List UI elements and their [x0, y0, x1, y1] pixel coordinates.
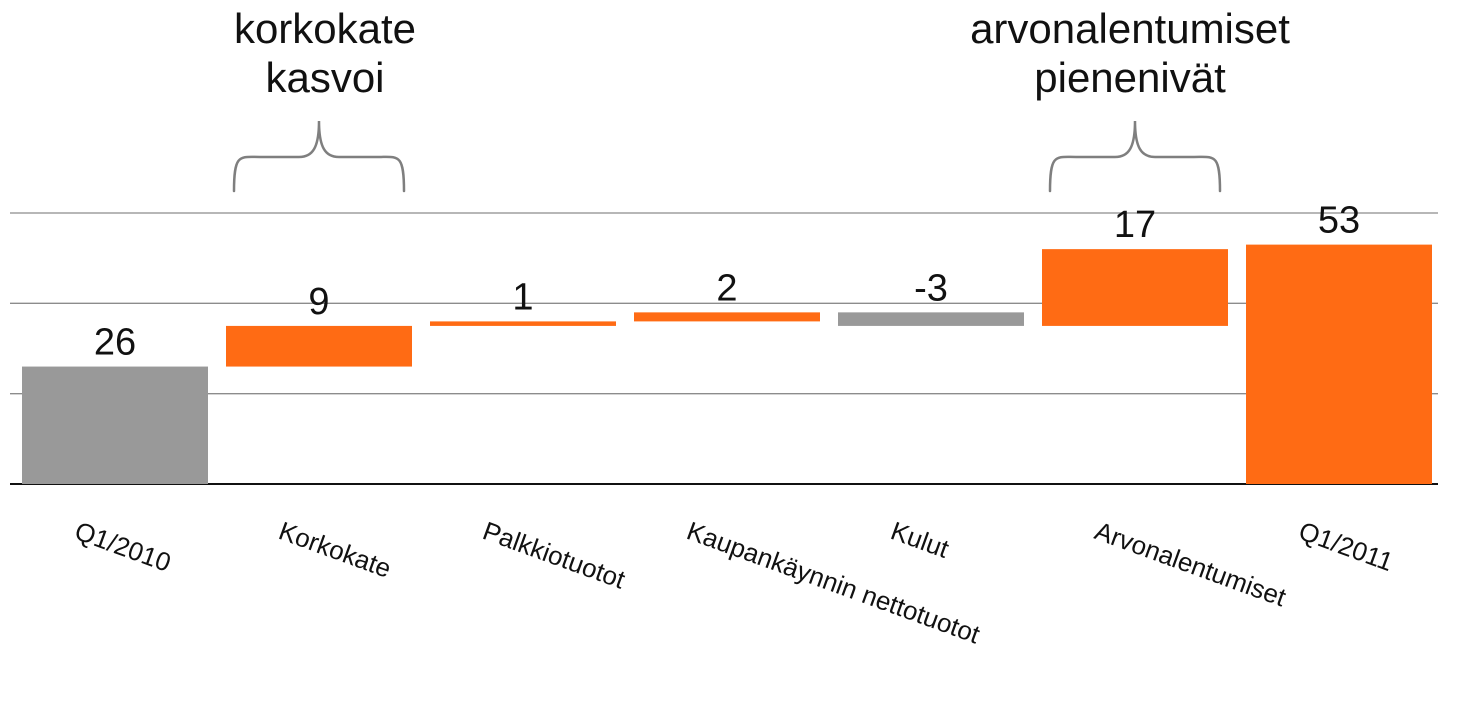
category-label-korkokate: Korkokate [275, 515, 395, 583]
annotation-line: kasvoi [265, 54, 385, 101]
annotation-line: pienenivät [1034, 54, 1226, 101]
category-label-arvonalentumiset: Arvonalentumiset [1091, 515, 1291, 612]
category-label-q1-2010: Q1/2010 [71, 515, 175, 577]
value-labels: 26 9 1 2 -3 17 53 [94, 200, 1360, 364]
value-label-korkokate: 9 [308, 281, 329, 323]
value-label-palkkiotuotot: 1 [512, 276, 533, 318]
annotation-line: korkokate [233, 5, 417, 52]
bar-q1-2010 [22, 366, 208, 484]
category-labels: Q1/2010 Korkokate Palkkiotuotot Kaupankäynn… [71, 515, 1397, 649]
category-label-kulut: Kulut [887, 515, 954, 564]
bar-korkokate [226, 325, 412, 367]
bar-arvonalentumiset [1042, 249, 1228, 326]
bars [22, 244, 1432, 484]
category-label-q1-2011: Q1/2011 [1295, 515, 1397, 577]
value-label-q1-2010: 26 [94, 322, 136, 364]
value-label-kulut: -3 [914, 267, 948, 309]
brace-arvonalentumiset [1048, 120, 1222, 193]
annotation-line: arvonalentumiset [970, 5, 1290, 52]
bar-kulut [838, 312, 1024, 326]
annotation-braces [232, 120, 1222, 193]
brace-korkokate [232, 120, 406, 193]
bar-palkkiotuotot [430, 321, 616, 326]
annotation-arvonalentumiset: arvonalentumiset pienenivät [920, 4, 1340, 102]
category-label-palkkiotuotot: Palkkiotuotot [479, 515, 630, 594]
value-label-arvonalentumiset: 17 [1114, 204, 1156, 246]
value-label-kaupankaynnin-nettotuotot: 2 [716, 267, 737, 309]
value-label-q1-2011: 53 [1318, 200, 1360, 242]
annotation-korkokate: korkokate kasvoi [170, 4, 480, 102]
bar-kaupankaynnin-nettotuotot [634, 312, 820, 322]
bar-q1-2011 [1246, 244, 1432, 484]
